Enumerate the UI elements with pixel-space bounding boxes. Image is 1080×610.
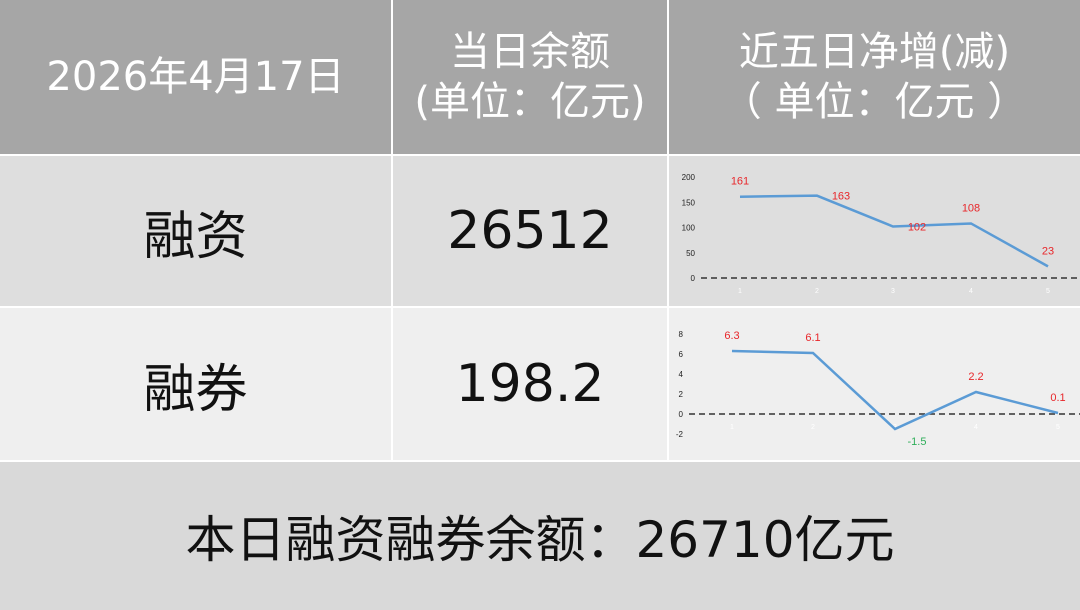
y-tick-label: -2	[676, 430, 684, 439]
change-col-title: 近五日净增(减)	[738, 29, 1011, 75]
data-label: 6.1	[805, 332, 820, 344]
data-label: 161	[731, 176, 749, 188]
data-label: 23	[1042, 245, 1054, 257]
header-date: 2026年4月17日	[0, 0, 391, 154]
data-label: 102	[908, 221, 926, 233]
x-tick-label: 3	[891, 288, 895, 295]
date-text: 2026年4月17日	[46, 54, 345, 100]
x-tick-label: 4	[974, 424, 978, 431]
header-balance: 当日余额 (单位：亿元)	[393, 0, 667, 154]
balance-value: 198.2	[455, 354, 605, 414]
data-label: -1.5	[908, 436, 927, 448]
y-tick-label: 150	[682, 198, 696, 207]
x-tick-label: 5	[1046, 288, 1050, 295]
data-label: 163	[832, 191, 850, 203]
total-text: 本日融资融券余额：26710亿元	[185, 511, 895, 569]
y-tick-label: 4	[679, 370, 684, 379]
y-tick-label: 0	[691, 274, 696, 283]
label-text: 融资	[143, 206, 248, 267]
row-lending-chart: -2 0 2 4 6 8 1 2 3 4 5 6.3 6.1 -1.5 2.2 0.1	[669, 308, 1080, 460]
header-change: 近五日净增(减) （ 单位：亿元 ）	[669, 0, 1080, 154]
x-tick-label: 2	[811, 424, 815, 431]
balance-value: 26512	[447, 201, 613, 261]
x-tick-label: 4	[969, 288, 973, 295]
y-tick-label: 200	[682, 173, 696, 182]
label-text: 融券	[143, 359, 248, 420]
balance-col-title: 当日余额	[450, 29, 610, 75]
row-lending-label: 融券	[0, 308, 391, 460]
data-label: 0.1	[1050, 392, 1065, 404]
row-financing-chart: 0 50 100 150 200 1 2 3 4 5 161 163 102 108 23	[669, 156, 1080, 306]
y-tick-label: 6	[679, 350, 684, 359]
row-financing-label: 融资	[0, 156, 391, 306]
footer-total: 本日融资融券余额：26710亿元	[0, 462, 1080, 610]
x-tick-label: 5	[1056, 424, 1060, 431]
series-line	[739, 194, 1049, 268]
x-tick-label: 1	[730, 424, 734, 431]
row-lending-balance: 198.2	[393, 308, 667, 460]
y-tick-label: 100	[682, 224, 696, 233]
y-tick-label: 2	[679, 390, 684, 399]
x-tick-label: 2	[815, 288, 819, 295]
y-tick-label: 8	[679, 330, 684, 339]
data-label: 6.3	[724, 330, 739, 342]
y-tick-label: 50	[686, 249, 695, 258]
series-line	[731, 349, 1059, 431]
y-tick-label: 0	[679, 410, 684, 419]
data-label: 108	[962, 202, 980, 214]
row-financing-balance: 26512	[393, 156, 667, 306]
change-col-unit: （ 单位：亿元 ）	[721, 79, 1028, 125]
x-tick-label: 1	[738, 288, 742, 295]
data-label: 2.2	[968, 371, 983, 383]
balance-col-unit: (单位：亿元)	[414, 79, 646, 125]
